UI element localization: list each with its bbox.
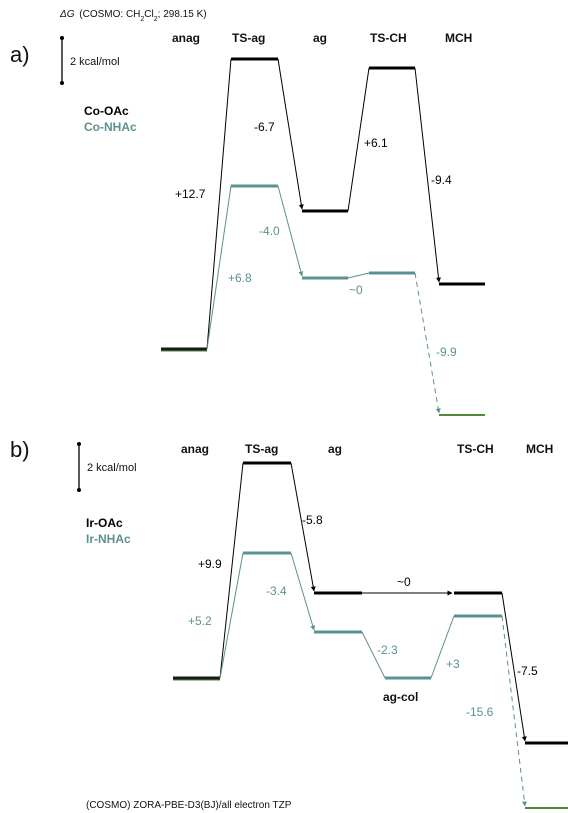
scale-bar-a: 2 kcal/mol bbox=[60, 36, 120, 85]
state-label-b-mch: MCH bbox=[526, 442, 553, 456]
state-label-mch: MCH bbox=[445, 31, 472, 45]
state-label-ts-ch: TS-CH bbox=[370, 31, 407, 45]
delta-b-black-4: -7.5 bbox=[517, 664, 538, 678]
scale-bar-a-label: 2 kcal/mol bbox=[70, 56, 120, 68]
state-label-b-ag-col: ag-col bbox=[383, 690, 418, 704]
state-label-anag: anag bbox=[172, 31, 200, 45]
state-label-ag: ag bbox=[313, 31, 327, 45]
legend-co-nhac: Co-NHAc bbox=[84, 120, 137, 134]
scale-bar-b-label: 2 kcal/mol bbox=[87, 462, 137, 474]
delta-a-teal-4: -9.9 bbox=[436, 345, 457, 359]
delta-b-black-3: ~0 bbox=[397, 575, 411, 589]
series-co-oac: +12.7 -6.7 +6.1 -9.4 bbox=[175, 57, 485, 350]
delta-b-teal-5: -15.6 bbox=[466, 705, 494, 719]
state-label-b-anag: anag bbox=[181, 442, 209, 456]
state-label-b-ts-ag: TS-ag bbox=[245, 442, 278, 456]
panel-a: a) 2 kcal/mol Co-OAc Co-NHAc anag TS-ag … bbox=[10, 31, 485, 416]
series-co-nhac: +6.8 -4.0 ~0 -9.9 bbox=[206, 184, 485, 416]
delta-a-teal-1: +6.8 bbox=[228, 271, 252, 285]
legend-co-oac: Co-OAc bbox=[84, 104, 129, 118]
delta-b-teal-1: +5.2 bbox=[188, 614, 212, 628]
delta-a-black-1: +12.7 bbox=[175, 187, 206, 201]
state-label-ts-ag: TS-ag bbox=[232, 31, 265, 45]
panel-a-letter: a) bbox=[10, 42, 30, 67]
header-title: ΔG (COSMO: CH2Cl2; 298.15 K) bbox=[59, 9, 207, 23]
delta-b-black-2: -5.8 bbox=[302, 513, 323, 527]
state-label-b-ag: ag bbox=[328, 442, 342, 456]
delta-b-teal-2: -3.4 bbox=[266, 584, 287, 598]
series-ir-nhac: +5.2 -3.4 -2.3 +3 -15.6 bbox=[188, 551, 568, 809]
delta-a-teal-2: -4.0 bbox=[259, 224, 280, 238]
legend-ir-nhac: Ir-NHAc bbox=[86, 532, 131, 546]
delta-b-black-1: +9.9 bbox=[198, 557, 222, 571]
series-ir-oac: +9.9 -5.8 ~0 -7.5 bbox=[198, 461, 568, 745]
legend-ir-oac: Ir-OAc bbox=[86, 516, 123, 530]
panel-b: b) 2 kcal/mol Ir-OAc Ir-NHAc anag TS-ag … bbox=[10, 437, 568, 809]
delta-a-black-3: +6.1 bbox=[364, 136, 388, 150]
delta-a-black-2: -6.7 bbox=[254, 120, 275, 134]
delta-a-black-4: -9.4 bbox=[431, 173, 452, 187]
method-footnote: (COSMO) ZORA-PBE-D3(BJ)/all electron TZP bbox=[86, 800, 292, 811]
scale-bar-b: 2 kcal/mol bbox=[77, 442, 137, 492]
panel-b-letter: b) bbox=[10, 437, 30, 462]
delta-b-teal-3: -2.3 bbox=[377, 643, 398, 657]
delta-a-teal-3: ~0 bbox=[349, 283, 363, 297]
state-label-b-ts-ch: TS-CH bbox=[457, 442, 494, 456]
delta-b-teal-4: +3 bbox=[446, 657, 460, 671]
